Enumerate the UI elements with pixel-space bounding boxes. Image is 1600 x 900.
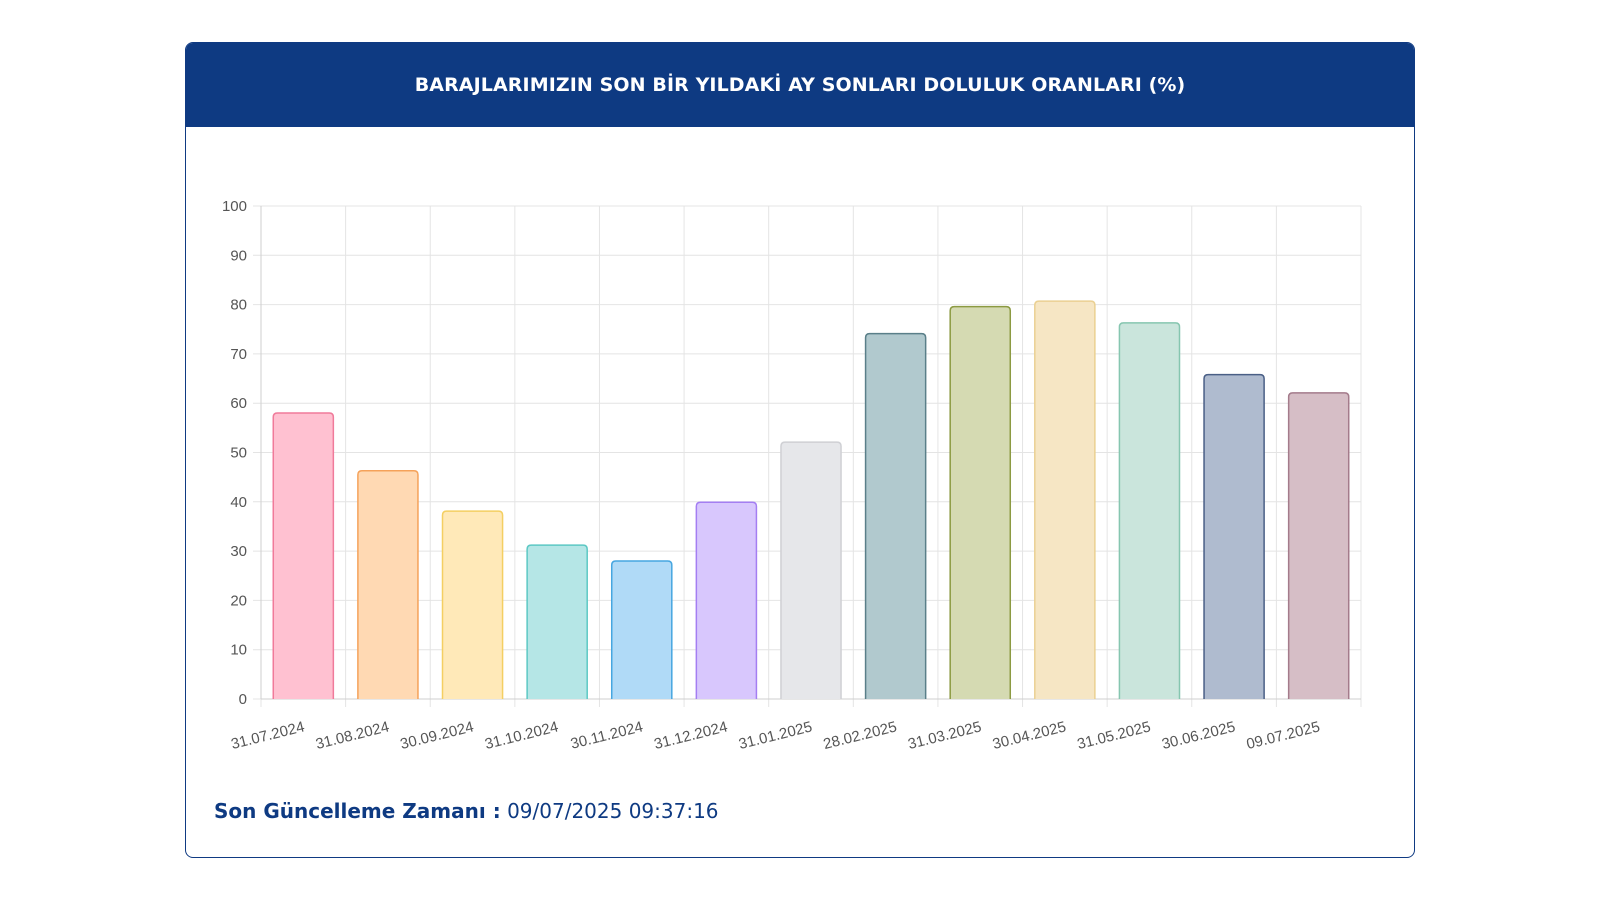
bar-31.01.2025[interactable]	[780, 441, 842, 699]
bar-31.07.2024[interactable]	[272, 412, 335, 699]
y-tick-label: 40	[230, 494, 247, 511]
y-tick-label: 70	[230, 346, 247, 363]
x-tick-label: 30.09.2024	[399, 718, 476, 753]
x-tick-label: 09.07.2025	[1245, 718, 1322, 753]
y-tick-label: 10	[230, 642, 247, 659]
bar-31.03.2025[interactable]	[949, 305, 1012, 699]
y-tick-label: 20	[230, 592, 247, 609]
last-update: Son Güncelleme Zamanı : 09/07/2025 09:37…	[214, 799, 719, 823]
bar-31.08.2024[interactable]	[357, 469, 419, 699]
x-tick-label: 31.05.2025	[1075, 718, 1152, 753]
x-tick-label: 31.08.2024	[314, 718, 391, 753]
bar-30.09.2024[interactable]	[441, 510, 504, 699]
x-tick-label: 31.12.2024	[652, 718, 729, 753]
x-tick-label: 31.03.2025	[906, 718, 983, 753]
x-tick-label: 28.02.2025	[822, 718, 899, 753]
bar-30.06.2025[interactable]	[1203, 373, 1265, 699]
chart-area: 0 10 20 30 40 50 60 70 80 90 100 31.07.2024 31.08.2…	[186, 127, 1413, 767]
last-update-value: 09/07/2025 09:37:16	[507, 799, 719, 823]
chart-title: BARAJLARIMIZIN SON BİR YILDAKİ AY SONLAR…	[414, 74, 1186, 96]
x-tick-label: 31.01.2025	[737, 718, 814, 753]
bar-chart: 0 10 20 30 40 50 60 70 80 90 100 31.07.2024 31.08.2…	[222, 198, 1362, 753]
x-tick-label: 31.07.2024	[229, 718, 306, 753]
bar-30.11.2024[interactable]	[610, 560, 673, 699]
bar-28.02.2025[interactable]	[864, 332, 927, 699]
x-tick-labels: 31.07.2024 31.08.2024 30.09.2024 31.10.2024…	[229, 718, 1321, 753]
card-header: BARAJLARIMIZIN SON BİR YILDAKİ AY SONLAR…	[186, 43, 1414, 127]
y-tick-labels: 0 10 20 30 40 50 60 70 80 90 100	[222, 198, 247, 708]
bar-31.12.2024[interactable]	[695, 501, 758, 699]
bars	[272, 300, 1350, 699]
y-tick-label: 60	[230, 395, 247, 412]
y-tick-label: 90	[230, 247, 247, 264]
bar-31.05.2025[interactable]	[1118, 322, 1181, 699]
bar-31.10.2024[interactable]	[526, 544, 588, 699]
y-tick-label: 80	[230, 297, 247, 314]
chart-card: BARAJLARIMIZIN SON BİR YILDAKİ AY SONLAR…	[185, 42, 1415, 858]
y-tick-label: 30	[230, 543, 247, 560]
x-tick-label: 30.06.2025	[1160, 718, 1237, 753]
x-tick-label: 31.10.2024	[483, 718, 560, 753]
last-update-label: Son Güncelleme Zamanı :	[214, 799, 501, 823]
bar-30.04.2025[interactable]	[1034, 300, 1096, 699]
y-tick-label: 50	[230, 445, 247, 462]
x-tick-label: 30.04.2025	[991, 718, 1068, 753]
bar-09.07.2025[interactable]	[1287, 392, 1350, 699]
x-tick-label: 30.11.2024	[569, 718, 645, 752]
y-tick-label: 100	[222, 198, 247, 215]
y-tick-label: 0	[239, 691, 247, 708]
